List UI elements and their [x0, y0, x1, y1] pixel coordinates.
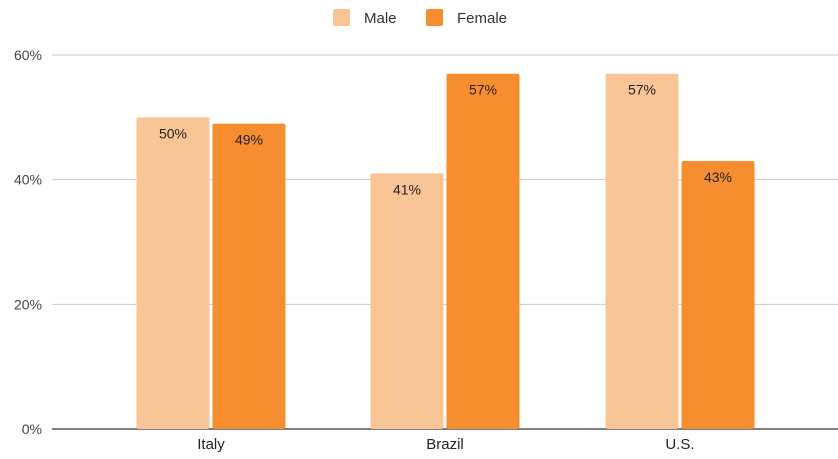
- y-tick-label: 20%: [14, 296, 42, 312]
- bar-male: [370, 173, 444, 429]
- legend-label-female: Female: [457, 10, 507, 27]
- bar-female: [212, 123, 286, 430]
- bar-male: [605, 73, 679, 429]
- legend-swatch-male: [333, 9, 350, 26]
- x-tick-label: Italy: [197, 436, 225, 453]
- data-label: 49%: [235, 132, 263, 148]
- bar-female: [681, 160, 755, 429]
- y-tick-label: 40%: [14, 172, 42, 188]
- bar-female: [446, 73, 520, 429]
- legend-label-male: Male: [364, 10, 397, 27]
- bar-male: [136, 117, 210, 429]
- data-label: 57%: [469, 82, 497, 98]
- legend-swatch-female: [426, 9, 443, 26]
- data-label: 57%: [628, 82, 656, 98]
- y-tick-label: 60%: [14, 47, 42, 63]
- data-label: 41%: [393, 181, 421, 197]
- y-tick-label: 0%: [22, 421, 42, 437]
- data-label: 50%: [159, 125, 187, 141]
- x-tick-label: Brazil: [426, 436, 464, 453]
- x-tick-label: U.S.: [665, 436, 694, 453]
- data-label: 43%: [704, 169, 732, 185]
